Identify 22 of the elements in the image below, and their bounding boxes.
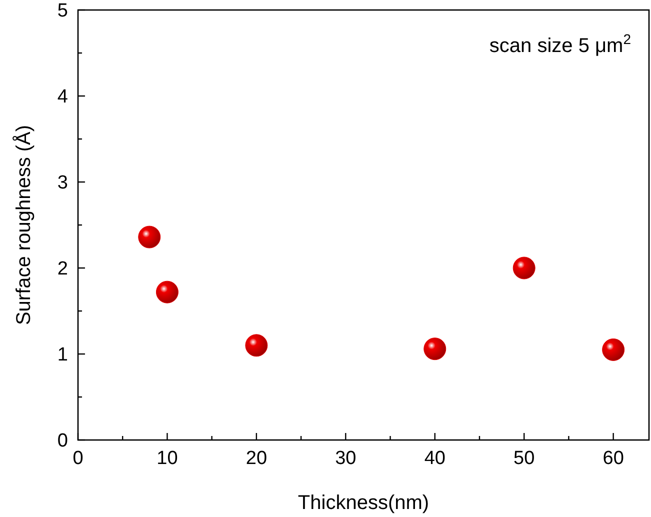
x-axis-title: Thickness(nm) — [298, 492, 430, 514]
point — [156, 280, 178, 304]
y-tick-label: 2 — [57, 258, 68, 280]
x-tick-label: 20 — [246, 448, 268, 469]
y-axis-title: Surface roughness (Å) — [12, 124, 35, 326]
y-tick-label: 1 — [57, 344, 68, 366]
x-tick-label: 40 — [424, 448, 446, 469]
y-tick-label: 4 — [57, 86, 68, 108]
point — [424, 338, 446, 360]
x-tick-label: 60 — [602, 448, 624, 469]
x-tick-label: 10 — [156, 448, 178, 469]
x-tick-label: 50 — [514, 448, 535, 469]
point — [602, 338, 625, 361]
x-tick-label: 0 — [72, 448, 84, 469]
point — [245, 334, 268, 357]
y-tick-label: 0 — [57, 430, 68, 452]
y-tick-label: 3 — [57, 172, 68, 194]
x-tick-label: 30 — [335, 448, 356, 469]
point — [512, 256, 536, 280]
point — [138, 226, 161, 248]
y-tick-label: 5 — [57, 0, 68, 22]
annotation: scan size 5 μm$^{2}$ — [489, 31, 632, 57]
